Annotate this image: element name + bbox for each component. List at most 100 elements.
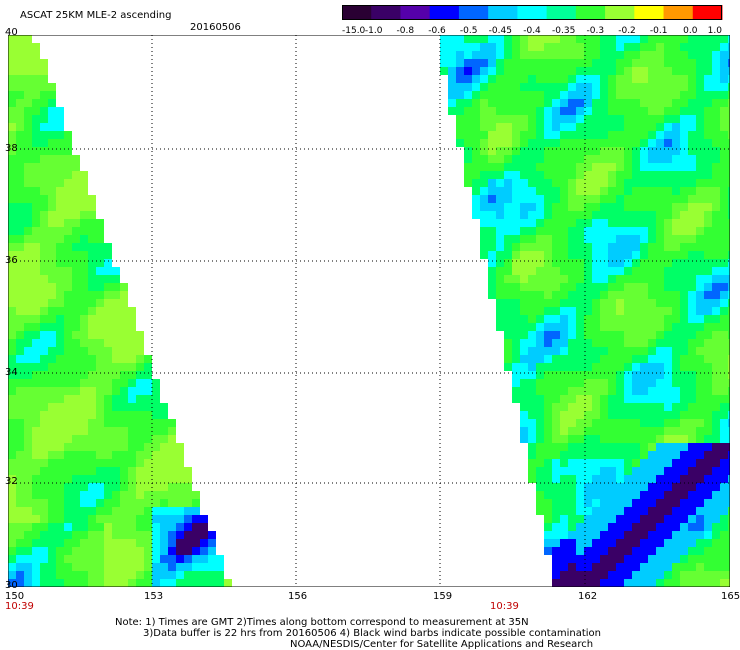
swath-cell xyxy=(112,315,120,323)
swath-cell xyxy=(200,539,208,547)
swath-cell xyxy=(448,83,456,91)
swath-cell xyxy=(688,547,696,555)
swath-cell xyxy=(656,371,664,379)
swath-cell xyxy=(640,139,648,147)
swath-cell xyxy=(576,299,584,307)
swath-cell xyxy=(128,579,136,587)
swath-cell xyxy=(72,291,80,299)
swath-cell xyxy=(96,523,104,531)
swath-cell xyxy=(632,155,640,163)
swath-cell xyxy=(568,147,576,155)
swath-cell xyxy=(656,123,664,131)
swath-cell xyxy=(40,243,48,251)
swath-cell xyxy=(88,443,96,451)
swath-cell xyxy=(528,387,536,395)
swath-cell xyxy=(576,115,584,123)
swath-cell xyxy=(504,67,512,75)
swath-cell xyxy=(104,443,112,451)
swath-cell xyxy=(568,363,576,371)
swath-cell xyxy=(568,555,576,563)
swath-cell xyxy=(496,211,504,219)
swath-cell xyxy=(152,507,160,515)
swath-cell xyxy=(584,371,592,379)
swath-cell xyxy=(688,59,696,67)
swath-cell xyxy=(672,235,680,243)
swath-cell xyxy=(560,483,568,491)
swath-cell xyxy=(552,507,560,515)
colorbar-swatch xyxy=(575,5,606,20)
swath-cell xyxy=(576,203,584,211)
swath-cell xyxy=(624,467,632,475)
swath-cell xyxy=(40,235,48,243)
swath-cell xyxy=(576,83,584,91)
swath-cell xyxy=(200,571,208,579)
swath-cell xyxy=(648,139,656,147)
swath-cell xyxy=(664,507,672,515)
swath-cell xyxy=(56,251,64,259)
swath-cell xyxy=(96,427,104,435)
swath-cell xyxy=(624,515,632,523)
swath-cell xyxy=(568,211,576,219)
swath-cell xyxy=(672,395,680,403)
swath-cell xyxy=(648,115,656,123)
swath-time-right: 10:39 xyxy=(490,601,519,612)
swath-cell xyxy=(536,291,544,299)
swath-cell xyxy=(72,163,80,171)
x-tick-156: 156 xyxy=(288,591,308,602)
swath-cell xyxy=(48,571,56,579)
swath-cell xyxy=(632,339,640,347)
swath-cell xyxy=(616,507,624,515)
swath-cell xyxy=(472,115,480,123)
swath-cell xyxy=(112,571,120,579)
swath-cell xyxy=(616,563,624,571)
swath-cell xyxy=(552,51,560,59)
swath-cell xyxy=(40,547,48,555)
swath-cell xyxy=(536,499,544,507)
swath-cell xyxy=(648,275,656,283)
swath-cell xyxy=(704,571,712,579)
swath-cell xyxy=(680,299,688,307)
swath-cell xyxy=(648,267,656,275)
swath-cell xyxy=(128,339,136,347)
swath-cell xyxy=(120,579,128,587)
swath-cell xyxy=(584,347,592,355)
swath-cell xyxy=(520,91,528,99)
swath-cell xyxy=(104,451,112,459)
swath-cell xyxy=(192,531,200,539)
swath-cell xyxy=(96,579,104,587)
swath-cell xyxy=(664,43,672,51)
swath-cell xyxy=(560,35,568,43)
swath-cell xyxy=(536,123,544,131)
colorbar-label: 1.0 xyxy=(708,26,723,35)
swath-cell xyxy=(480,107,488,115)
swath-cell xyxy=(576,579,584,587)
swath-cell xyxy=(88,371,96,379)
swath-cell xyxy=(656,435,664,443)
swath-cell xyxy=(528,155,536,163)
swath-cell xyxy=(32,251,40,259)
swath-cell xyxy=(608,59,616,67)
swath-cell xyxy=(104,555,112,563)
swath-cell xyxy=(544,371,552,379)
swath-cell xyxy=(40,155,48,163)
swath-cell xyxy=(480,235,488,243)
swath-cell xyxy=(8,251,16,259)
swath-cell xyxy=(16,411,24,419)
swath-cell xyxy=(480,51,488,59)
swath-cell xyxy=(640,331,648,339)
swath-cell xyxy=(80,219,88,227)
swath-cell xyxy=(440,51,448,59)
swath-cell xyxy=(32,443,40,451)
swath-cell xyxy=(560,219,568,227)
swath-cell xyxy=(544,147,552,155)
swath-cell xyxy=(16,555,24,563)
swath-cell xyxy=(576,419,584,427)
swath-cell xyxy=(664,483,672,491)
swath-cell xyxy=(680,355,688,363)
swath-cell xyxy=(568,547,576,555)
swath-cell xyxy=(568,307,576,315)
swath-cell xyxy=(40,139,48,147)
swath-cell xyxy=(704,347,712,355)
swath-cell xyxy=(32,75,40,83)
swath-cell xyxy=(712,515,720,523)
